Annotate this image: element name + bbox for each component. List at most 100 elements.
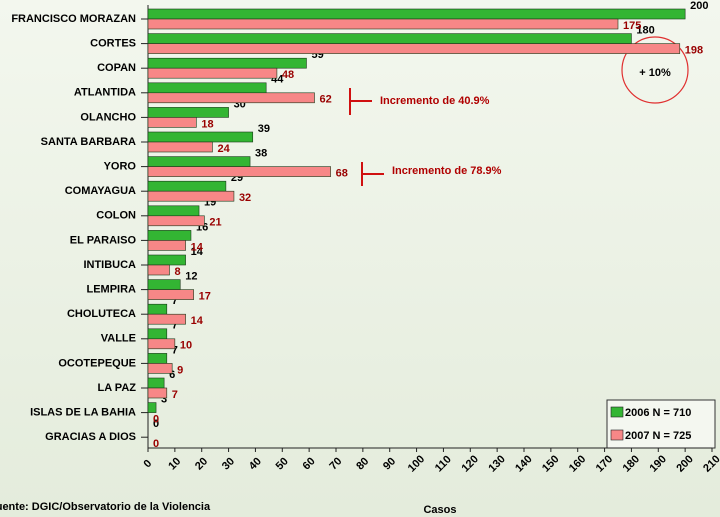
x-tick-label: 190 — [647, 453, 668, 474]
annotation: + 10% — [639, 67, 671, 79]
x-tick-label: 70 — [327, 455, 344, 472]
x-tick-label: 30 — [220, 455, 237, 472]
bar — [147, 33, 632, 44]
bar — [147, 338, 176, 350]
bar — [147, 279, 181, 290]
annotation: Incremento de 40.9% — [380, 95, 490, 107]
annotation-bracket — [349, 88, 372, 115]
value-label: 24 — [217, 143, 230, 155]
bar — [147, 43, 681, 54]
bar — [147, 254, 186, 266]
bar — [147, 8, 686, 20]
y-tick-label: VALLE — [101, 333, 136, 345]
value-label: 175 — [623, 20, 641, 32]
bar — [147, 377, 165, 389]
source: Fuente: DGIC/Observatorio de la Violenci… — [0, 501, 211, 513]
x-tick-label: 10 — [166, 455, 183, 472]
x-tick-label: 200 — [674, 453, 695, 474]
y-tick-label: ATLANTIDA — [74, 87, 136, 99]
x-tick-label: 90 — [381, 455, 398, 472]
legend-label: 2007 N = 725 — [625, 430, 691, 442]
value-label: 12 — [185, 271, 197, 283]
y-tick-label: ISLAS DE LA BAHIA — [30, 407, 136, 419]
y-tick-label: COMAYAGUA — [65, 185, 136, 197]
legend-swatch — [610, 429, 624, 441]
bar — [147, 57, 307, 69]
y-tick-label: OCOTEPEQUE — [58, 357, 136, 369]
x-tick-label: 60 — [301, 455, 318, 472]
value-label: 14 — [191, 241, 204, 253]
bar — [147, 240, 186, 251]
bar — [147, 92, 315, 104]
bar — [147, 82, 267, 94]
bar — [147, 289, 194, 300]
bar — [147, 363, 173, 374]
bar — [147, 67, 278, 79]
y-tick-label: CHOLUTECA — [67, 308, 136, 320]
bar — [147, 166, 331, 177]
highlight-circle — [621, 36, 689, 104]
value-label: 0 — [153, 414, 159, 426]
x-tick-label: 20 — [193, 455, 210, 472]
value-label: 6 — [169, 369, 175, 381]
y-tick-label: COPAN — [97, 62, 136, 74]
x-tick-label: 160 — [567, 453, 588, 474]
bar — [147, 215, 205, 227]
bar — [147, 141, 213, 153]
value-label: 38 — [255, 148, 267, 160]
bar — [147, 303, 168, 315]
value-label: 17 — [199, 291, 211, 303]
value-label: 3 — [161, 394, 167, 406]
y-tick-label: CORTES — [90, 38, 136, 50]
y-tick-label: LEMPIRA — [87, 284, 137, 296]
bar — [147, 190, 235, 202]
x-tick-label: 210 — [701, 453, 720, 474]
value-label: 68 — [336, 168, 348, 180]
x-tick-label: 130 — [486, 453, 507, 474]
value-label: 39 — [258, 123, 270, 135]
bar — [147, 205, 200, 217]
y-tick-label: INTIBUCA — [83, 259, 136, 271]
x-tick-label: 150 — [540, 453, 561, 474]
value-label: 0 — [153, 418, 159, 430]
value-label: 180 — [636, 25, 654, 37]
value-label: 7 — [172, 344, 178, 356]
y-tick-label: OLANCHO — [80, 111, 136, 123]
x-tick-label: 40 — [247, 455, 264, 472]
x-tick-label: 0 — [142, 458, 155, 471]
value-label: 200 — [690, 0, 708, 12]
bar — [147, 387, 168, 399]
y-tick-label: FRANCISCO MORAZAN — [11, 13, 136, 25]
value-label: 0 — [153, 438, 159, 450]
bar — [147, 230, 192, 241]
value-label: 7 — [172, 295, 178, 307]
value-label: 8 — [174, 266, 180, 278]
bar — [147, 180, 227, 192]
x-tick-label: 80 — [354, 455, 371, 472]
value-label: 14 — [191, 315, 204, 327]
value-label: 14 — [191, 246, 204, 258]
x-tick-label: 50 — [274, 455, 291, 472]
bar — [147, 402, 157, 413]
y-tick-label: LA PAZ — [98, 382, 137, 394]
y-tick-label: EL PARAISO — [70, 234, 137, 246]
value-label: 7 — [172, 389, 178, 401]
bar — [147, 353, 168, 364]
annotation-bracket — [361, 162, 384, 186]
bar — [147, 156, 251, 167]
value-label: 48 — [282, 69, 294, 81]
value-label: 9 — [177, 364, 183, 376]
value-label: 32 — [239, 192, 251, 204]
y-tick-label: YORO — [104, 161, 137, 173]
x-tick-label: 100 — [406, 453, 427, 474]
y-tick-label: SANTA BARBARA — [41, 136, 136, 148]
bar — [147, 264, 170, 276]
legend-swatch — [610, 406, 624, 418]
value-label: 18 — [201, 118, 213, 130]
value-label: 62 — [320, 94, 332, 106]
value-label: 198 — [685, 45, 703, 57]
bar — [147, 328, 168, 340]
value-label: 21 — [209, 217, 221, 229]
x-tick-label: 120 — [459, 453, 480, 474]
